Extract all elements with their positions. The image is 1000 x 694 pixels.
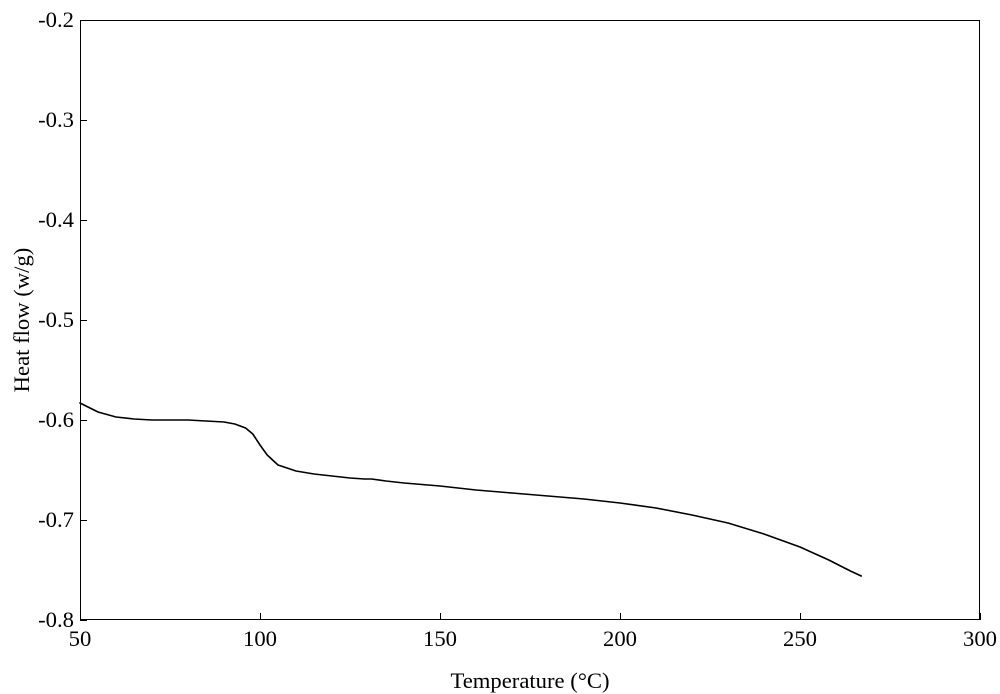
x-tick bbox=[80, 613, 81, 620]
x-tick bbox=[440, 613, 441, 620]
x-tick-label: 150 bbox=[423, 626, 457, 652]
x-tick-label: 300 bbox=[963, 626, 997, 652]
y-tick-label: -0.6 bbox=[32, 407, 74, 433]
heat-flow-line bbox=[80, 403, 861, 576]
y-tick bbox=[80, 20, 87, 21]
y-tick bbox=[80, 320, 87, 321]
y-tick bbox=[80, 620, 87, 621]
x-tick-label: 100 bbox=[243, 626, 277, 652]
y-tick-label: -0.7 bbox=[32, 507, 74, 533]
x-tick-label: 200 bbox=[603, 626, 637, 652]
y-axis-label: Heat flow (w/g) bbox=[9, 248, 35, 393]
dsc-heat-flow-chart: 50100150200250300-0.8-0.7-0.6-0.5-0.4-0.… bbox=[0, 0, 1000, 688]
y-tick bbox=[80, 220, 87, 221]
y-tick-label: -0.4 bbox=[32, 207, 74, 233]
y-tick-label: -0.3 bbox=[32, 107, 74, 133]
x-tick bbox=[260, 613, 261, 620]
heat-flow-curve bbox=[0, 0, 1000, 688]
y-tick-label: -0.8 bbox=[32, 607, 74, 633]
x-tick bbox=[980, 613, 981, 620]
x-tick bbox=[800, 613, 801, 620]
y-tick-label: -0.2 bbox=[32, 7, 74, 33]
x-axis-label: Temperature (°C) bbox=[450, 668, 609, 694]
y-tick bbox=[80, 520, 87, 521]
y-tick bbox=[80, 120, 87, 121]
x-tick bbox=[620, 613, 621, 620]
y-tick bbox=[80, 420, 87, 421]
y-tick-label: -0.5 bbox=[32, 307, 74, 333]
x-tick-label: 250 bbox=[783, 626, 817, 652]
